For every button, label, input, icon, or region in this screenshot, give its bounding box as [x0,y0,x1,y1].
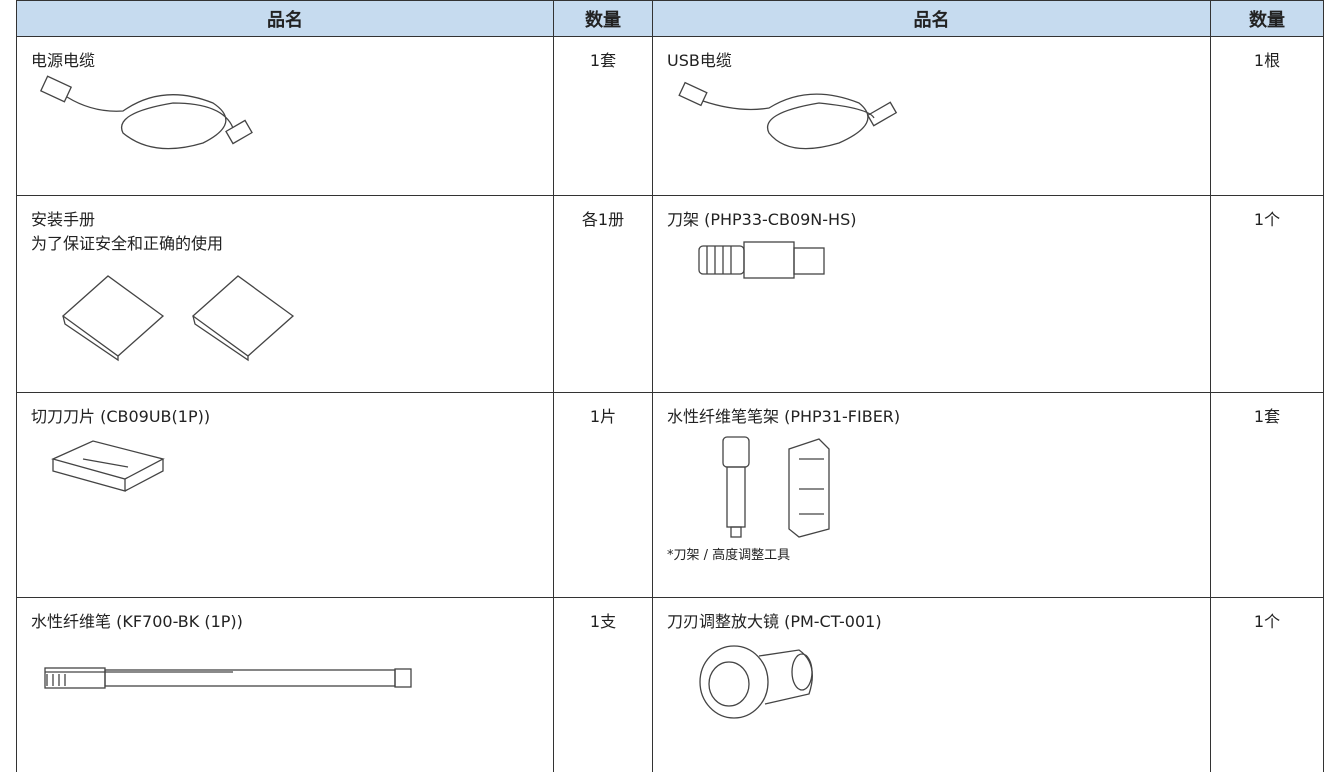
header-cell: 品名 [16,0,554,37]
item-cell: 刀架 (PHP33-CB09N-HS) [652,195,1211,393]
item-name: 电源电缆 [31,51,96,70]
row: 安装手册为了保证安全和正确的使用 各1册 刀架 (PHP33-CB09N-HS)… [16,195,1324,393]
item-note: *刀架 / 高度调整工具 [667,548,791,563]
item-cell: USB电缆 [652,36,1211,196]
item-qty: 各1册 [581,210,625,229]
qty-cell: 1套 [1210,392,1324,598]
row: 电源电缆 1套 USB电缆 1根 [16,36,1324,196]
item-cell: 水性纤维笔 (KF700-BK (1P)) [16,597,554,772]
pen-illustration [44,667,412,689]
usb-cable-illustration [678,81,898,150]
power-cable-illustration [39,75,253,150]
item-name: 安装手册 [31,210,96,229]
qty-cell: 1片 [553,392,653,598]
header-cell: 品名 [652,0,1211,37]
item-qty: 1套 [589,51,617,70]
item-qty: 1根 [1253,51,1281,70]
blade-illustration [51,440,165,492]
manual-illustration [61,275,295,362]
qty-cell: 1套 [553,36,653,196]
item-name: 水性纤维笔笔架 (PHP31-FIBER) [667,407,901,426]
row: 水性纤维笔 (KF700-BK (1P)) 1支 刀刃调整放大镜 (PM-CT-… [16,597,1324,772]
item-name: 切刀刀片 (CB09UB(1P)) [31,407,211,426]
item-cell: 切刀刀片 (CB09UB(1P)) [16,392,554,598]
loupe-illustration [699,645,813,719]
qty-cell: 1支 [553,597,653,772]
item-subtitle: 为了保证安全和正确的使用 [31,234,224,253]
qty-cell: 各1册 [553,195,653,393]
header-cell: 数量 [553,0,653,37]
item-qty: 1个 [1253,612,1281,631]
item-name: 水性纤维笔 (KF700-BK (1P)) [31,612,243,631]
item-name: 刀刃调整放大镜 (PM-CT-001) [667,612,882,631]
item-qty: 1套 [1253,407,1281,426]
item-cell: 刀刃调整放大镜 (PM-CT-001) [652,597,1211,772]
item-qty: 1支 [589,612,617,631]
item-cell: 水性纤维笔笔架 (PHP31-FIBER) *刀架 / 高度调整工具 [652,392,1211,598]
item-cell: 安装手册为了保证安全和正确的使用 [16,195,554,393]
header-cell: 数量 [1210,0,1324,37]
qty-cell: 1个 [1210,195,1324,393]
item-qty: 1个 [1253,210,1281,229]
item-name: 刀架 (PHP33-CB09N-HS) [667,210,857,229]
holder-illustration [698,241,825,279]
header-row: 品名 数量 品名 数量 [16,0,1324,37]
qty-cell: 1个 [1210,597,1324,772]
row: 切刀刀片 (CB09UB(1P)) 1片 水性纤维笔笔架 (PHP31-FIBE… [16,392,1324,598]
item-name: USB电缆 [667,51,732,70]
pen-holder-illustration [722,436,830,538]
accessory-table: 品名 数量 品名 数量 电源电缆 1套 USB电缆 1根 安装手册为了保证安全和… [16,0,1324,772]
item-qty: 1片 [589,407,617,426]
item-cell: 电源电缆 [16,36,554,196]
qty-cell: 1根 [1210,36,1324,196]
